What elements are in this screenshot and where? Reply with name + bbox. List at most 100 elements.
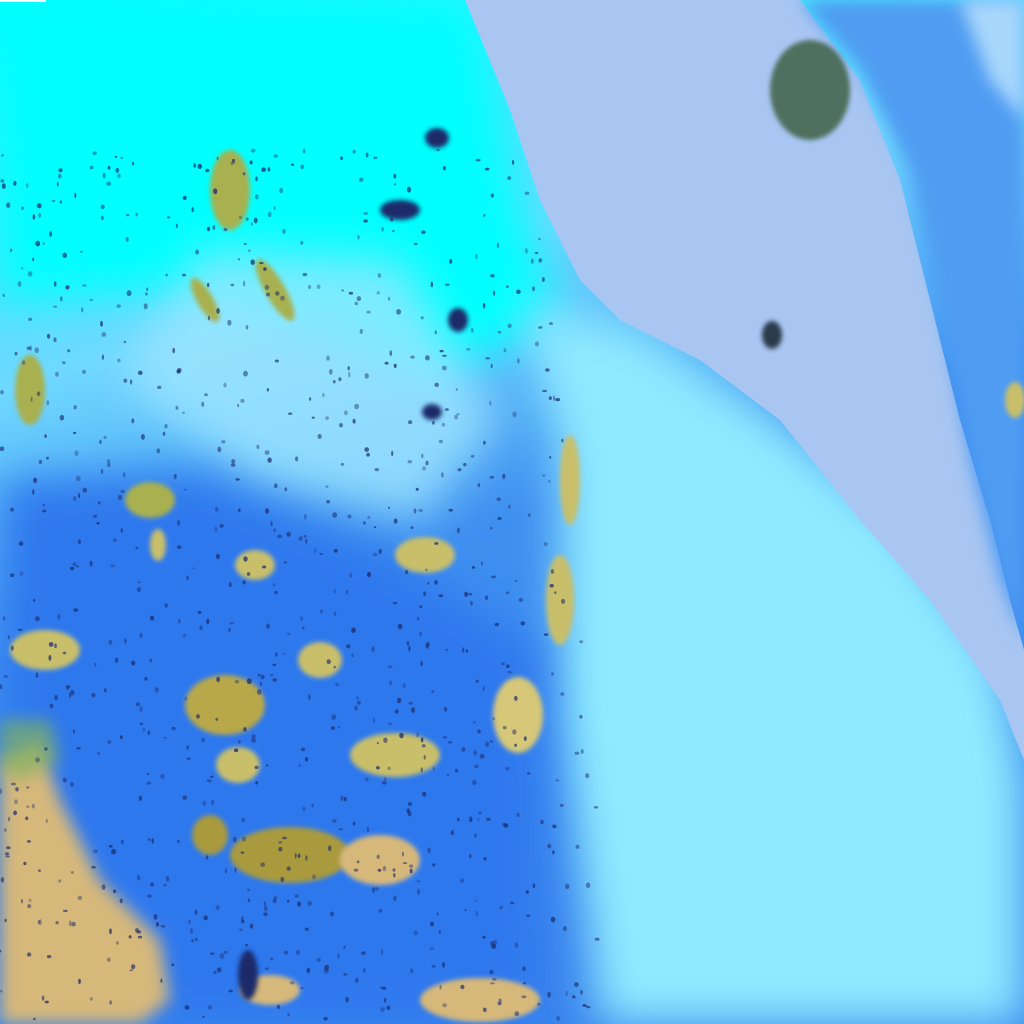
speckle	[565, 990, 568, 997]
speckle	[263, 912, 268, 916]
speckle	[240, 851, 245, 854]
speckle	[393, 873, 396, 878]
speckle	[490, 274, 495, 278]
speckle	[373, 156, 378, 160]
speckle	[532, 883, 536, 888]
speckle	[438, 930, 441, 935]
speckle	[473, 721, 476, 724]
speckle	[231, 459, 236, 464]
speckle	[387, 766, 391, 771]
speckle	[396, 309, 402, 315]
speckle	[38, 459, 43, 464]
speckle	[408, 645, 411, 652]
speckle	[434, 542, 439, 545]
speckle	[197, 611, 202, 614]
speckle	[129, 969, 133, 972]
speckle	[542, 277, 545, 282]
speckle	[156, 922, 159, 927]
tan-cloud-mass	[0, 740, 170, 1024]
speckle	[438, 439, 443, 444]
cloud-cell	[210, 150, 250, 230]
speckle	[34, 347, 39, 354]
speckle	[4, 852, 10, 856]
speckle	[272, 678, 278, 682]
speckle	[477, 483, 481, 488]
speckle	[457, 527, 460, 534]
speckle	[62, 651, 67, 655]
speckle	[54, 643, 57, 649]
speckle	[580, 749, 584, 754]
speckle	[238, 739, 241, 744]
speckle	[561, 438, 564, 443]
speckle	[300, 241, 304, 245]
speckle	[514, 743, 517, 747]
speckle	[376, 854, 380, 860]
speckle	[261, 167, 266, 172]
speckle	[100, 204, 105, 210]
speckle	[72, 729, 76, 734]
speckle	[333, 611, 337, 616]
speckle	[469, 816, 473, 823]
speckle	[44, 434, 47, 438]
speckle	[182, 273, 186, 277]
speckle	[275, 652, 278, 657]
speckle	[302, 272, 308, 277]
speckle	[406, 641, 410, 646]
speckle	[306, 967, 311, 974]
dark-cell	[238, 950, 258, 1000]
speckle	[71, 921, 76, 927]
speckle	[561, 598, 566, 604]
speckle	[511, 160, 515, 165]
speckle	[442, 354, 447, 357]
speckle	[246, 678, 252, 685]
speckle	[160, 925, 166, 928]
speckle	[421, 744, 426, 748]
speckle	[228, 989, 233, 993]
speckle	[482, 685, 485, 692]
speckle	[326, 355, 330, 361]
speckle	[351, 653, 354, 658]
speckle	[346, 644, 351, 649]
speckle	[223, 382, 227, 388]
speckle	[13, 810, 17, 816]
speckle	[106, 181, 112, 186]
speckle	[516, 289, 521, 295]
speckle	[5, 855, 10, 858]
speckle	[300, 616, 303, 621]
speckle	[548, 480, 551, 483]
speckle	[475, 910, 478, 917]
speckle	[508, 504, 511, 509]
speckle	[381, 227, 384, 232]
speckle	[53, 281, 57, 287]
speckle	[380, 1007, 385, 1012]
speckle	[233, 748, 239, 753]
speckle	[191, 207, 194, 213]
speckle	[270, 520, 273, 527]
speckle	[474, 899, 477, 902]
speckle	[538, 258, 543, 263]
speckle	[498, 998, 502, 1003]
speckle	[109, 928, 112, 935]
speckle	[441, 365, 447, 371]
speckle	[423, 591, 426, 596]
speckle	[53, 337, 57, 343]
speckle	[445, 648, 449, 651]
speckle	[407, 802, 413, 806]
speckle	[314, 548, 317, 554]
speckle	[477, 818, 480, 821]
speckle	[67, 349, 71, 353]
speckle	[330, 911, 334, 917]
speckle	[532, 286, 535, 292]
speckle	[243, 727, 247, 732]
speckle	[352, 149, 356, 154]
speckle	[432, 863, 436, 867]
speckle	[139, 633, 143, 638]
speckle	[110, 564, 115, 568]
speckle	[0, 949, 2, 953]
speckle	[311, 803, 314, 808]
speckle	[214, 506, 219, 512]
speckle	[382, 781, 387, 785]
speckle	[317, 434, 322, 439]
speckle	[490, 982, 495, 985]
speckle	[77, 539, 81, 545]
